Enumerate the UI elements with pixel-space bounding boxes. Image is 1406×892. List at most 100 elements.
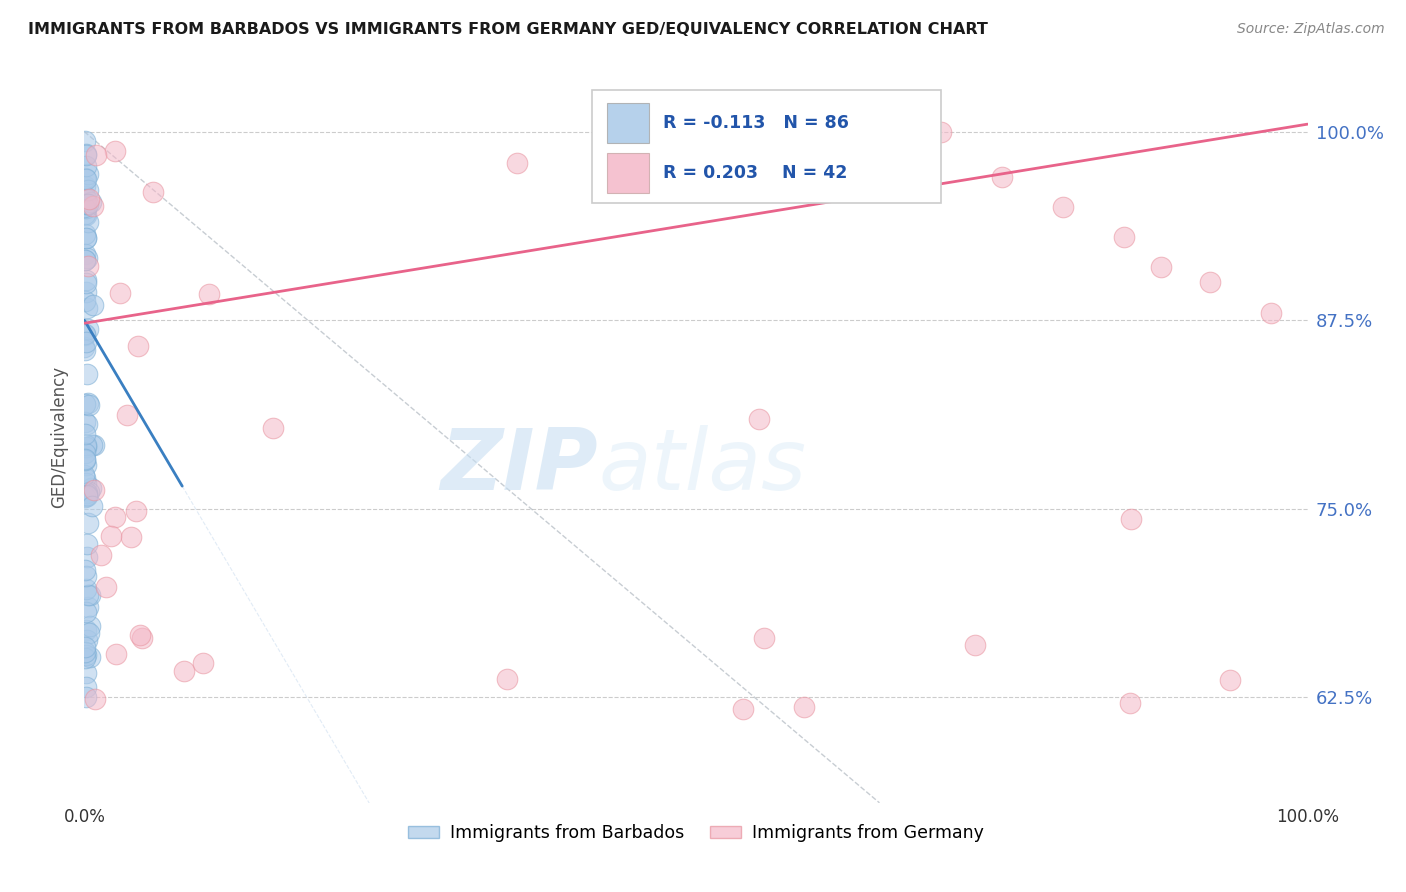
Point — [83, 692, 105, 706]
Point — [75, 178, 97, 193]
Point — [929, 125, 952, 139]
Point — [79, 619, 101, 633]
Point — [1198, 276, 1220, 290]
Point — [505, 156, 527, 170]
Point — [75, 253, 97, 268]
Point — [128, 628, 150, 642]
Point — [76, 588, 98, 602]
Point — [80, 195, 103, 210]
Point — [638, 166, 661, 180]
Point — [125, 504, 148, 518]
Point — [1121, 512, 1143, 526]
Point — [73, 343, 96, 358]
Point — [75, 171, 97, 186]
Point — [193, 657, 215, 671]
Point — [90, 548, 112, 562]
Point — [75, 192, 97, 206]
Point — [75, 440, 97, 454]
Point — [75, 146, 97, 161]
Point — [131, 632, 153, 646]
Point — [75, 645, 97, 659]
Text: Source: ZipAtlas.com: Source: ZipAtlas.com — [1237, 22, 1385, 37]
Point — [75, 208, 97, 222]
Point — [120, 531, 142, 545]
Point — [262, 421, 284, 435]
Point — [73, 189, 96, 203]
Point — [104, 509, 127, 524]
FancyBboxPatch shape — [592, 90, 941, 203]
Point — [83, 483, 105, 498]
Point — [75, 605, 97, 619]
Point — [75, 648, 97, 662]
Y-axis label: GED/Equivalency: GED/Equivalency — [49, 366, 67, 508]
Point — [79, 650, 101, 665]
Point — [73, 227, 96, 242]
Point — [991, 169, 1014, 184]
Point — [173, 664, 195, 678]
Point — [73, 134, 96, 148]
Point — [1150, 260, 1173, 275]
Point — [75, 453, 97, 467]
Point — [75, 230, 97, 244]
Point — [76, 486, 98, 500]
Point — [73, 247, 96, 261]
Point — [752, 631, 775, 645]
Point — [73, 397, 96, 411]
Point — [793, 699, 815, 714]
Point — [77, 183, 100, 197]
Point — [76, 516, 98, 530]
Point — [117, 408, 139, 422]
Point — [75, 171, 97, 186]
Point — [82, 297, 104, 311]
Point — [77, 167, 100, 181]
Point — [82, 199, 104, 213]
Point — [75, 471, 97, 485]
Point — [73, 651, 96, 665]
Point — [77, 192, 100, 206]
Text: R = -0.113   N = 86: R = -0.113 N = 86 — [664, 114, 849, 132]
Point — [73, 327, 96, 342]
Point — [75, 563, 97, 577]
Point — [96, 580, 118, 594]
Point — [104, 144, 127, 158]
Point — [75, 253, 97, 268]
Point — [73, 468, 96, 483]
Point — [76, 301, 98, 315]
Point — [75, 276, 97, 290]
Point — [76, 259, 98, 273]
FancyBboxPatch shape — [606, 153, 650, 193]
Point — [75, 207, 97, 221]
Point — [73, 341, 96, 355]
Point — [73, 451, 96, 466]
Point — [76, 537, 98, 551]
Point — [1219, 673, 1241, 687]
Point — [1114, 230, 1136, 244]
Point — [1052, 200, 1074, 214]
Point — [197, 286, 219, 301]
Point — [1260, 306, 1282, 320]
Point — [73, 200, 96, 214]
Text: R = 0.203    N = 42: R = 0.203 N = 42 — [664, 164, 848, 182]
Point — [75, 438, 97, 452]
Point — [77, 197, 100, 211]
Point — [77, 484, 100, 499]
Point — [76, 367, 98, 381]
Point — [965, 638, 987, 652]
Point — [75, 201, 97, 215]
Point — [76, 322, 98, 336]
Point — [731, 702, 754, 716]
Point — [77, 395, 100, 409]
FancyBboxPatch shape — [606, 103, 650, 143]
Point — [75, 415, 97, 429]
Point — [75, 294, 97, 309]
Point — [75, 231, 97, 245]
Point — [75, 490, 97, 504]
Point — [76, 215, 98, 229]
Point — [75, 147, 97, 161]
Point — [75, 680, 97, 694]
Point — [108, 285, 131, 300]
Point — [79, 588, 101, 602]
Point — [76, 417, 98, 432]
Legend: Immigrants from Barbados, Immigrants from Germany: Immigrants from Barbados, Immigrants fro… — [401, 817, 991, 849]
Point — [75, 335, 97, 350]
